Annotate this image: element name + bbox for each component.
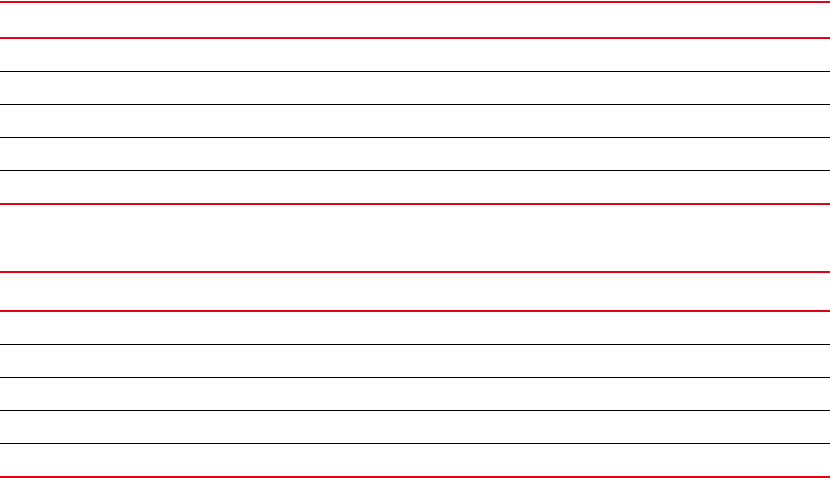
table-2 [0, 271, 830, 478]
table-1 [0, 1, 830, 205]
